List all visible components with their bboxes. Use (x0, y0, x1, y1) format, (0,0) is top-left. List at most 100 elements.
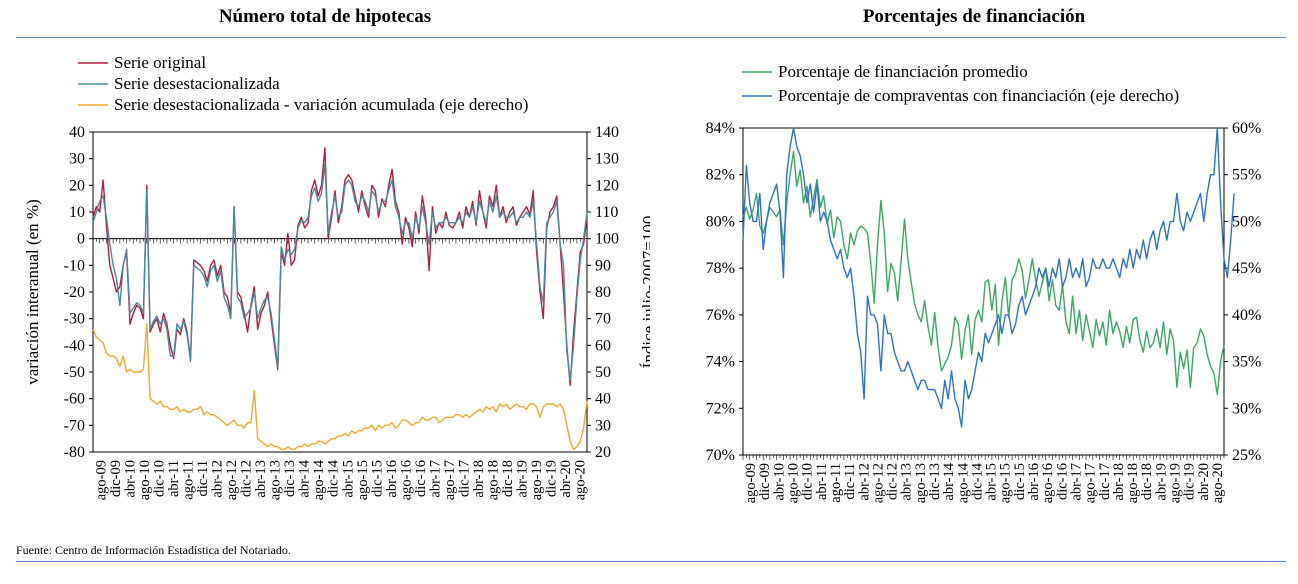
x-tick-label: dic-18 (500, 460, 516, 497)
y2-tick-label: 100 (595, 231, 619, 248)
x-tick-label: abr-16 (1026, 463, 1042, 501)
y-tick-label: 84% (706, 120, 735, 137)
x-tick-label: dic-18 (1139, 463, 1155, 500)
legend-label-2: Porcentaje de compraventas con financiac… (778, 86, 1179, 105)
x-tick-label: dic-10 (151, 460, 167, 497)
x-tick-label: abr-15 (340, 460, 356, 498)
y-tick-label: 20 (69, 177, 85, 194)
y2-tick-label: 40 (595, 391, 611, 408)
x-tick-label: ago-12 (224, 460, 240, 500)
y-tick-label: 80% (706, 213, 735, 230)
x-tick-label: ago-15 (998, 463, 1014, 503)
y-tick-label: 76% (706, 307, 735, 324)
y2-tick-label: 30 (595, 417, 611, 434)
x-tick-label: ago-18 (486, 460, 502, 500)
x-tick-label: ago-20 (1210, 463, 1226, 503)
x-tick-label: abr-13 (899, 463, 915, 501)
y-tick-label: 10 (69, 204, 85, 221)
y2-tick-label: 140 (595, 124, 619, 141)
x-tick-label: dic-19 (1182, 463, 1198, 500)
x-tick-label: ago-09 (743, 463, 759, 503)
series-line-2 (92, 163, 588, 381)
y-tick-label: 0 (77, 231, 85, 248)
financing-chart: 84% 82% 80% 78% 76% 74% 72% 70% 60% 55% 50% 45% 40% 3… (706, 62, 1262, 503)
y-axis-title: variación interanual (en %) (23, 199, 42, 385)
x-tick-label: abr-18 (1111, 463, 1127, 501)
y-tick-label: -10 (64, 257, 85, 274)
y-tick-label: 30 (69, 151, 85, 168)
x-tick-label: dic-17 (1097, 463, 1113, 500)
x-tick-label: dic-09 (757, 463, 773, 500)
x-tick-label: abr-20 (558, 460, 574, 498)
legend-label-3: Serie desestacionalizada - variación acu… (114, 95, 528, 114)
x-tick-label: abr-12 (856, 463, 872, 501)
x-tick-label: abr-10 (771, 463, 787, 501)
x-tick-label: abr-10 (122, 460, 138, 498)
y-tick-label: -40 (64, 337, 85, 354)
y2-tick-label: 90 (595, 257, 611, 274)
x-tick-label: abr-17 (1068, 463, 1084, 501)
plot-frame (742, 127, 1225, 456)
y2-tick-label: 120 (595, 177, 619, 194)
x-tick-label: ago-14 (311, 459, 327, 500)
series-line-1 (92, 147, 588, 386)
x-tick-label: dic-09 (108, 460, 124, 497)
y2-tick-label: 25% (1232, 447, 1261, 464)
y2-tick-label: 20 (595, 444, 611, 461)
x-tick-label: ago-10 (137, 460, 153, 500)
x-tick-label: ago-09 (93, 460, 109, 500)
x-tick-label: ago-20 (573, 460, 589, 500)
x-tick-label: ago-16 (1040, 463, 1056, 503)
y-tick-label: -30 (64, 311, 85, 328)
y2-tick-label: 50 (595, 364, 611, 381)
x-tick-label: dic-15 (369, 460, 385, 497)
bottom-divider (16, 561, 1286, 562)
x-tick-label: abr-17 (427, 460, 443, 498)
x-tick-label: ago-12 (870, 463, 886, 503)
y-tick-label: -80 (64, 444, 85, 461)
x-tick-label: abr-20 (1196, 463, 1212, 501)
legend-label-1: Serie original (114, 53, 206, 72)
x-tick-label: abr-14 (941, 462, 957, 500)
y2-tick-label: 35% (1232, 354, 1261, 371)
series-line-1 (742, 150, 1225, 395)
legend-label-1: Porcentaje de financiación promedio (778, 62, 1028, 81)
x-tick-label: dic-12 (885, 463, 901, 500)
mortgages-chart: 403020100-10-20-30-40-50-60-70-801401301… (23, 53, 650, 500)
y-tick-label: 40 (69, 124, 85, 141)
x-tick-label: dic-12 (239, 460, 255, 497)
y2-tick-label: 50% (1232, 213, 1261, 230)
y-tick-label: -50 (64, 364, 85, 381)
source-note: Fuente: Centro de Información Estadístic… (16, 543, 291, 557)
top-divider (16, 37, 1286, 38)
y-tick-label: 82% (706, 167, 735, 184)
x-tick-label: dic-13 (282, 460, 298, 497)
y-tick-label: 72% (706, 400, 735, 417)
y2-tick-label: 70 (595, 311, 611, 328)
x-tick-label: ago-16 (398, 460, 414, 500)
y2-axis-title: Índice julio-2007=100 (639, 216, 650, 369)
y2-tick-label: 130 (595, 151, 619, 168)
x-tick-label: ago-17 (1083, 463, 1099, 503)
y2-tick-label: 45% (1232, 260, 1261, 277)
x-tick-label: dic-11 (842, 463, 858, 500)
y-tick-label: -20 (64, 284, 85, 301)
x-tick-label: ago-11 (180, 460, 196, 500)
x-tick-label: ago-11 (828, 463, 844, 503)
y2-tick-label: 30% (1232, 400, 1261, 417)
x-tick-label: abr-15 (984, 463, 1000, 501)
x-tick-label: ago-19 (1167, 463, 1183, 503)
x-tick-label: ago-14 (955, 462, 971, 503)
x-tick-label: abr-14 (297, 459, 313, 497)
series-line-2 (742, 127, 1235, 428)
x-tick-label: dic-16 (413, 460, 429, 497)
x-tick-label: abr-13 (253, 460, 269, 498)
y2-tick-label: 110 (595, 204, 618, 221)
x-tick-label: dic-19 (544, 460, 560, 497)
y-tick-label: 78% (706, 260, 735, 277)
x-tick-label: ago-10 (786, 463, 802, 503)
x-tick-label: dic-14 (326, 459, 342, 497)
y2-tick-label: 80 (595, 284, 611, 301)
x-tick-label: abr-11 (814, 463, 830, 500)
y-tick-label: -70 (64, 417, 85, 434)
